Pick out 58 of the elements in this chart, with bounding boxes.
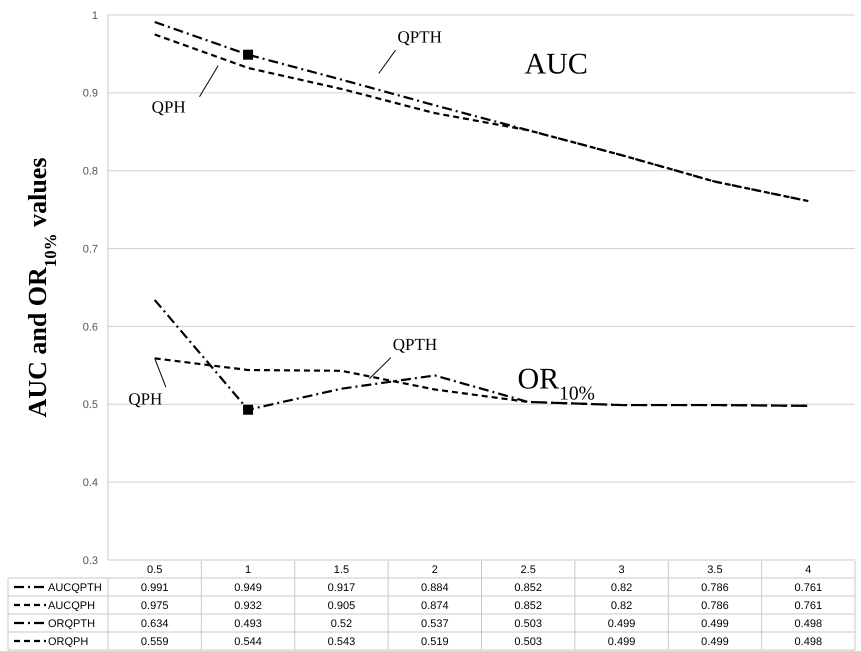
data-label: 0.905 bbox=[328, 600, 356, 612]
y-tick-label: 0.8 bbox=[82, 166, 98, 178]
x-tick-label: 2.5 bbox=[520, 564, 536, 576]
x-tick-label: 1 bbox=[245, 564, 252, 576]
data-label: 0.499 bbox=[701, 618, 729, 630]
annotation: QPTH bbox=[392, 334, 438, 354]
y-tick-label: 0.5 bbox=[82, 399, 98, 412]
y-tick-label: 0.6 bbox=[82, 321, 98, 334]
data-label: 0.493 bbox=[234, 618, 262, 630]
data-label: 0.498 bbox=[794, 636, 822, 648]
x-tick-label: 1.5 bbox=[334, 564, 350, 576]
data-label: 0.503 bbox=[514, 618, 542, 630]
y-tick-label: 1 bbox=[92, 10, 98, 22]
data-label: 0.499 bbox=[701, 636, 729, 648]
data-label: 0.634 bbox=[140, 618, 168, 630]
annotation: AUC bbox=[524, 47, 588, 80]
y-tick-label: 0.7 bbox=[82, 243, 98, 256]
x-tick-label: 3.5 bbox=[707, 564, 723, 576]
x-tick-label: 3 bbox=[618, 564, 625, 576]
annotation: OR$_{10%}$ bbox=[517, 362, 595, 404]
data-label: 0.499 bbox=[608, 618, 636, 630]
data-label: 0.559 bbox=[140, 636, 168, 648]
data-label: 0.852 bbox=[514, 600, 542, 612]
data-label: 0.786 bbox=[701, 582, 729, 594]
annotation: QPTH bbox=[397, 27, 442, 46]
legend-label: ORQPH bbox=[48, 636, 88, 648]
x-tick-label: 2 bbox=[432, 564, 438, 576]
legend-label: AUCQPH bbox=[48, 600, 96, 612]
data-label: 0.852 bbox=[514, 582, 542, 594]
legend-label: ORQPTH bbox=[48, 618, 96, 630]
x-tick-label: 0.5 bbox=[147, 564, 162, 576]
data-label: 0.544 bbox=[234, 636, 262, 648]
data-label: 0.52 bbox=[330, 618, 352, 630]
data-label: 0.503 bbox=[514, 636, 542, 648]
data-label: 0.975 bbox=[140, 600, 168, 612]
data-label: 0.917 bbox=[328, 582, 356, 594]
data-label: 0.932 bbox=[234, 600, 262, 612]
data-label: 0.949 bbox=[234, 582, 262, 594]
data-label: 0.519 bbox=[421, 636, 449, 648]
y-tick-label: 0.9 bbox=[82, 88, 98, 100]
data-label: 0.874 bbox=[421, 600, 449, 612]
legend-label: AUCQPTH bbox=[48, 582, 102, 594]
data-label: 0.543 bbox=[328, 636, 356, 648]
y-tick-label: 0.4 bbox=[82, 476, 98, 489]
data-label: 0.82 bbox=[610, 582, 632, 594]
data-label: 0.884 bbox=[421, 582, 449, 594]
y-tick-label: 0.3 bbox=[82, 554, 98, 567]
data-label: 0.761 bbox=[794, 600, 822, 612]
annotation: QPH bbox=[152, 97, 186, 116]
data-label: 0.537 bbox=[421, 618, 449, 630]
data-label: 0.761 bbox=[794, 582, 822, 594]
data-label: 0.498 bbox=[794, 618, 822, 630]
data-label: 0.499 bbox=[608, 636, 636, 648]
data-label: 0.786 bbox=[701, 600, 729, 612]
annotation: QPH bbox=[128, 389, 162, 408]
data-label: 0.82 bbox=[610, 600, 632, 612]
x-tick-label: 4 bbox=[805, 564, 812, 576]
data-label: 0.991 bbox=[140, 582, 168, 594]
